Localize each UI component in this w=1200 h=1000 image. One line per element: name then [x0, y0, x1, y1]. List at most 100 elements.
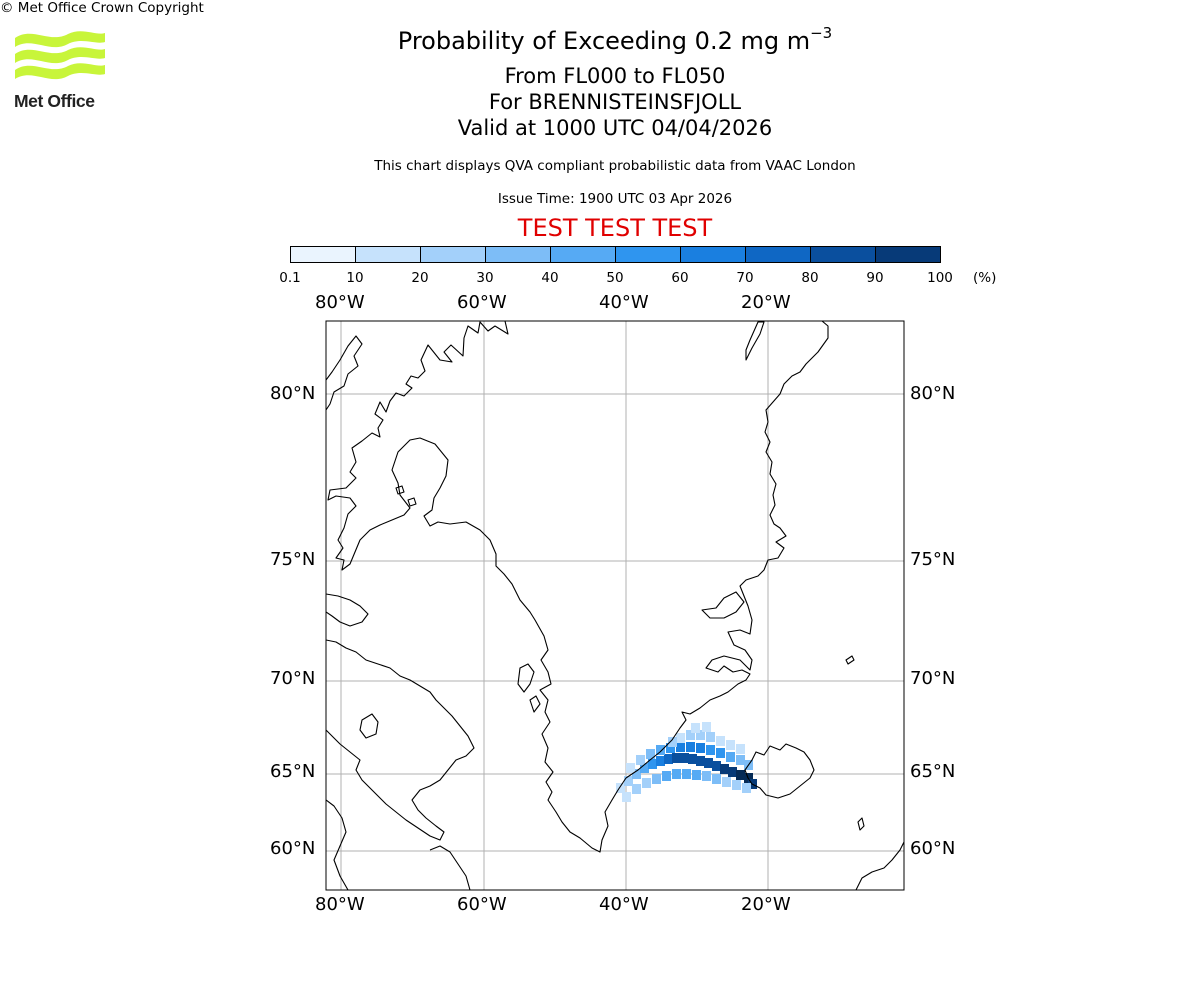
plume-cell — [706, 745, 715, 755]
plume-cell — [720, 764, 729, 774]
plume-cell — [662, 771, 671, 781]
colorbar-unit: (%) — [973, 270, 997, 286]
plume-cell — [722, 777, 731, 787]
plume-cell — [668, 737, 677, 747]
plume-cell — [646, 749, 655, 759]
plume-cell — [732, 780, 741, 790]
lon-label-bottom: 60°W — [457, 894, 507, 915]
greenland-island-disko — [517, 663, 535, 693]
lat-label-left: 60°N — [270, 838, 316, 859]
colorbar-tick: 40 — [541, 270, 559, 286]
plume-cell — [728, 767, 737, 777]
plume-cell — [632, 769, 641, 779]
labrador-coastline — [326, 799, 349, 890]
plume-cell — [676, 742, 685, 752]
plume-cell — [640, 763, 649, 773]
colorbar-tick: 50 — [606, 270, 624, 286]
volcano-name: For BRENNISTEINSFJOLL — [488, 90, 742, 114]
lat-label-left: 80°N — [270, 383, 316, 404]
colorbar-tick: 80 — [801, 270, 819, 286]
lat-label-right: 70°N — [910, 668, 956, 689]
colorbar-tick: 20 — [411, 270, 429, 286]
plume-cell — [702, 771, 711, 781]
small-island — [407, 497, 417, 507]
plume-cell — [622, 792, 631, 802]
plume-cell — [712, 774, 721, 784]
plume-cell — [676, 733, 685, 743]
labrador-inner-coastline — [429, 845, 471, 890]
ellesmere-coastline — [326, 335, 363, 411]
issue-time: Issue Time: 1900 UTC 03 Apr 2026 — [497, 191, 733, 207]
colorbar-tick: 90 — [866, 270, 884, 286]
baffin-lake — [359, 713, 379, 739]
colorbar-segment-3 — [421, 247, 486, 262]
plume-cell — [626, 763, 635, 773]
plume-cell — [672, 769, 681, 779]
plume-cell — [726, 752, 735, 762]
lat-label-left: 65°N — [270, 761, 316, 782]
plume-cell — [702, 722, 711, 732]
lon-label-top: 60°W — [457, 292, 507, 313]
plume-cell — [712, 761, 721, 771]
colorbar-tick: 0.1 — [279, 270, 301, 286]
colorbar-segment-1 — [291, 247, 356, 262]
lon-label-bottom: 40°W — [599, 894, 649, 915]
lat-label-left: 70°N — [270, 668, 316, 689]
colorbar-tick: 10 — [346, 270, 364, 286]
plume-cell — [696, 730, 705, 740]
plume-cell — [686, 730, 695, 740]
plume-cell — [716, 736, 725, 746]
devon-island-coastline — [326, 593, 369, 627]
greenland-coastline — [327, 321, 829, 853]
plume-cell — [624, 776, 633, 786]
plume-cell — [682, 769, 691, 779]
flight-level-range: From FL000 to FL050 — [504, 64, 726, 88]
colorbar-segment-10 — [876, 247, 940, 262]
faroe-island — [857, 817, 865, 831]
baffin-island-coastline — [326, 639, 475, 841]
colorbar-segment-9 — [811, 247, 876, 262]
plume-cell — [656, 756, 665, 766]
jan-mayen-island — [845, 655, 855, 665]
lat-label-right: 75°N — [910, 549, 956, 570]
map-border — [325, 320, 905, 891]
colorbar-segment-4 — [486, 247, 551, 262]
plume-cell — [726, 740, 735, 750]
plume-cell — [680, 753, 689, 763]
plume-cell — [666, 743, 675, 753]
plume-cell — [636, 755, 645, 765]
graticule — [326, 321, 904, 890]
iceland-coastline — [744, 743, 815, 799]
lon-label-bottom: 20°W — [741, 894, 791, 915]
met-office-waves-icon — [15, 31, 105, 80]
colorbar-tick: 100 — [927, 270, 953, 286]
test-banner: TEST TEST TEST — [517, 214, 713, 242]
colorbar-segment-7 — [681, 247, 746, 262]
colorbar-segment-8 — [746, 247, 811, 262]
lon-label-top: 80°W — [315, 292, 365, 313]
plume-cell — [706, 732, 715, 742]
plume-cell — [648, 759, 657, 769]
colorbar-segment-6 — [616, 247, 681, 262]
plume-cell — [704, 758, 713, 768]
plume-cell — [716, 748, 725, 758]
plume-cell — [742, 783, 751, 793]
valid-time: Valid at 1000 UTC 04/04/2026 — [457, 116, 773, 140]
plume-cell — [686, 742, 695, 752]
plume-cell — [616, 783, 625, 793]
copyright-text: © Met Office Crown Copyright — [0, 0, 204, 16]
plume-cell — [672, 753, 681, 763]
plume-cell — [692, 770, 701, 780]
lat-label-right: 65°N — [910, 761, 956, 782]
plume-cell — [688, 754, 697, 764]
chart-title-exponent: −3 — [810, 24, 833, 42]
colorbar-tick: 70 — [736, 270, 754, 286]
greenland-east-fjord — [701, 591, 745, 619]
greenland-ne-inlet — [745, 321, 765, 361]
disclaimer-text: This chart displays QVA compliant probab… — [374, 158, 856, 174]
plume-cell — [696, 743, 705, 753]
lat-label-right: 60°N — [910, 838, 956, 859]
plume-cell — [642, 778, 651, 788]
plume-cell — [691, 723, 700, 733]
chart-title: Probability of Exceeding 0.2 mg m−3 — [0, 24, 1200, 55]
